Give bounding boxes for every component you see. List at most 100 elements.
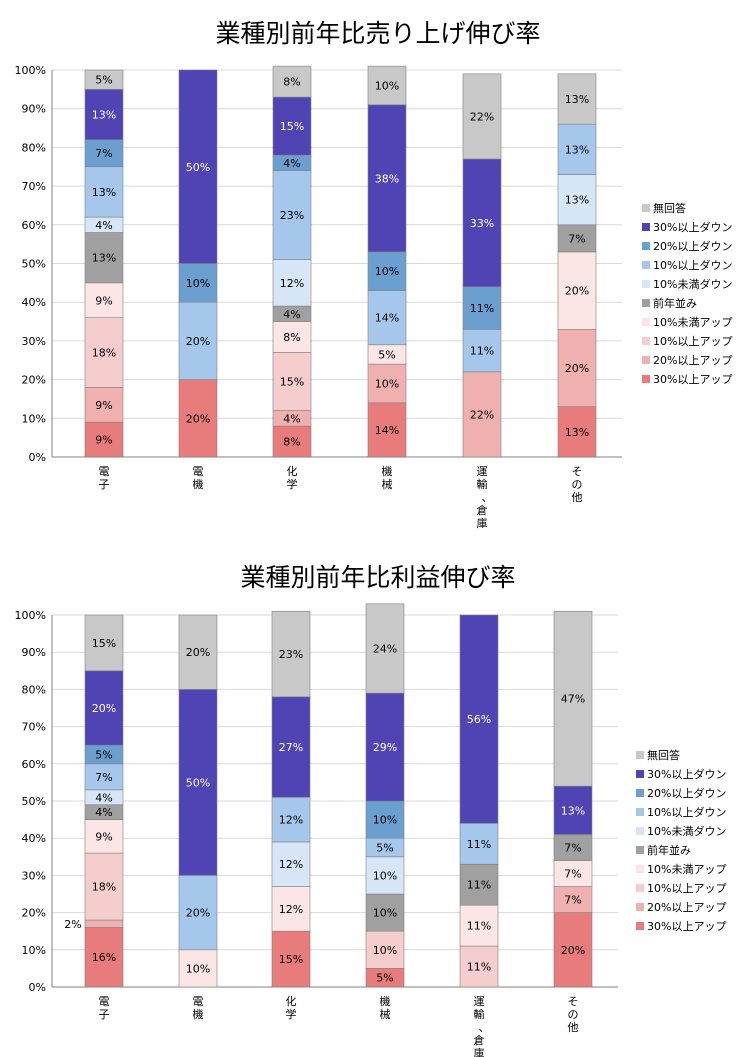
svg-text:械: 械 [382, 477, 393, 491]
bar-segment-down_30 [272, 96, 312, 156]
bar-segment-no_answer [84, 614, 124, 672]
svg-text:運: 運 [474, 995, 485, 1008]
data-label: 4% [95, 219, 112, 232]
svg-text:庫: 庫 [474, 1046, 485, 1057]
data-label: 12% [279, 814, 303, 827]
legend-entry: 20%以上アップ [653, 354, 732, 367]
data-label: 7% [568, 232, 585, 245]
data-label: 13% [561, 804, 585, 817]
data-label: 5% [376, 842, 393, 855]
data-label: 13% [565, 426, 589, 439]
bar-segment-no_answer [367, 65, 407, 106]
legend-swatch [636, 751, 644, 759]
bar-segment-down_30 [459, 614, 499, 824]
svg-text:機: 機 [382, 464, 393, 478]
data-label: 50% [186, 161, 210, 174]
data-label: 11% [467, 920, 491, 933]
data-label: 20% [565, 285, 589, 298]
legend-swatch [636, 884, 644, 892]
data-label: 33% [470, 217, 494, 230]
bar-segment-down_30 [553, 785, 593, 835]
bar-segment-up_lt10 [178, 949, 218, 988]
y-tick-label: 50% [22, 258, 46, 271]
legend-swatch [642, 204, 650, 212]
data-label: 14% [375, 424, 399, 437]
bar-segment-up_30 [557, 406, 597, 458]
svg-text:電: 電 [99, 465, 110, 478]
svg-text:倉: 倉 [477, 503, 488, 517]
legend-entry: 20%以上ダウン [647, 786, 726, 800]
bar-segment-down_10 [84, 166, 124, 218]
svg-text:機: 機 [193, 1007, 204, 1021]
data-label: 23% [279, 648, 303, 661]
bar-segment-down_30 [178, 69, 218, 264]
y-tick-label: 100% [15, 64, 46, 77]
x-tick-label: 運輸、倉庫 [477, 465, 493, 530]
y-tick-label: 90% [22, 103, 46, 116]
x-tick-label: 化学 [286, 994, 297, 1021]
data-label: 4% [283, 157, 300, 170]
data-label: 10% [373, 907, 397, 920]
legend-entry: 10%未満アップ [647, 863, 726, 876]
bar-segment-down_lt10 [272, 259, 312, 307]
bar-segment-no_answer [462, 73, 502, 160]
chart-title: 業種別前年比利益伸び率 [240, 563, 515, 592]
data-label: 5% [378, 348, 395, 361]
bar-segment-up_20 [84, 919, 124, 928]
legend-entry: 30%以上ダウン [653, 220, 732, 234]
data-label: 14% [375, 312, 399, 325]
data-label: 29% [373, 741, 397, 754]
y-tick-label: 80% [22, 683, 46, 696]
svg-text:学: 学 [286, 1007, 297, 1021]
bar-segment-down_10 [367, 290, 407, 346]
y-tick-label: 100% [15, 609, 46, 622]
data-label: 10% [373, 814, 397, 827]
y-tick-label: 60% [22, 758, 46, 771]
data-label: 22% [470, 110, 494, 123]
data-label: 13% [565, 93, 589, 106]
bar-segment-no_answer [553, 610, 593, 787]
y-tick-label: 50% [22, 795, 46, 808]
svg-text:電: 電 [193, 995, 204, 1008]
legend-swatch [642, 375, 650, 383]
data-label: 12% [279, 858, 303, 871]
bar-segment-up_20 [553, 886, 593, 913]
bar-segment-down_20 [178, 263, 218, 303]
bar-segment-down_10 [178, 301, 218, 380]
profit-growth-chart: 業種別前年比利益伸び率 0% 10% 20% 30% 40% 50% 60% 70% 80% 90%… [15, 563, 727, 1057]
data-label: 7% [95, 147, 112, 160]
svg-text:子: 子 [99, 1008, 110, 1021]
legend-swatch [642, 299, 650, 307]
bar-segment-flat [84, 232, 124, 284]
y-tick-label: 80% [22, 141, 46, 154]
data-label: 7% [564, 894, 581, 907]
data-label: 20% [565, 362, 589, 375]
data-label: 24% [373, 642, 397, 655]
data-label: 11% [467, 838, 491, 851]
svg-text:の: の [572, 478, 583, 491]
bar-segment-down_10 [459, 823, 499, 865]
data-label: 4% [95, 806, 112, 819]
data-label: 8% [283, 331, 300, 344]
data-label: 16% [92, 951, 116, 964]
legend-entry: 無回答 [653, 201, 686, 215]
data-label: 20% [186, 907, 210, 920]
svg-text:子: 子 [99, 478, 110, 491]
bar-segment-down_10 [462, 328, 502, 373]
data-label: 15% [280, 376, 304, 389]
y-tick-label: 30% [22, 869, 46, 882]
bar-segment-down_lt10 [271, 841, 311, 887]
legend-swatch [636, 846, 644, 854]
data-label: 8% [283, 436, 300, 449]
svg-text:機: 機 [380, 994, 391, 1008]
bar-segment-down_20 [462, 286, 502, 330]
bar-segment-no_answer [557, 73, 597, 125]
svg-text:輸: 輸 [474, 1007, 485, 1021]
svg-text:そ: そ [572, 465, 583, 478]
data-label: 7% [95, 771, 112, 784]
legend-entry: 20%以上アップ [647, 901, 726, 914]
x-tick-label: その他 [568, 995, 579, 1034]
data-label: 9% [95, 399, 112, 412]
bar-segment-up_30 [272, 425, 312, 458]
y-tick-label: 70% [22, 180, 46, 193]
